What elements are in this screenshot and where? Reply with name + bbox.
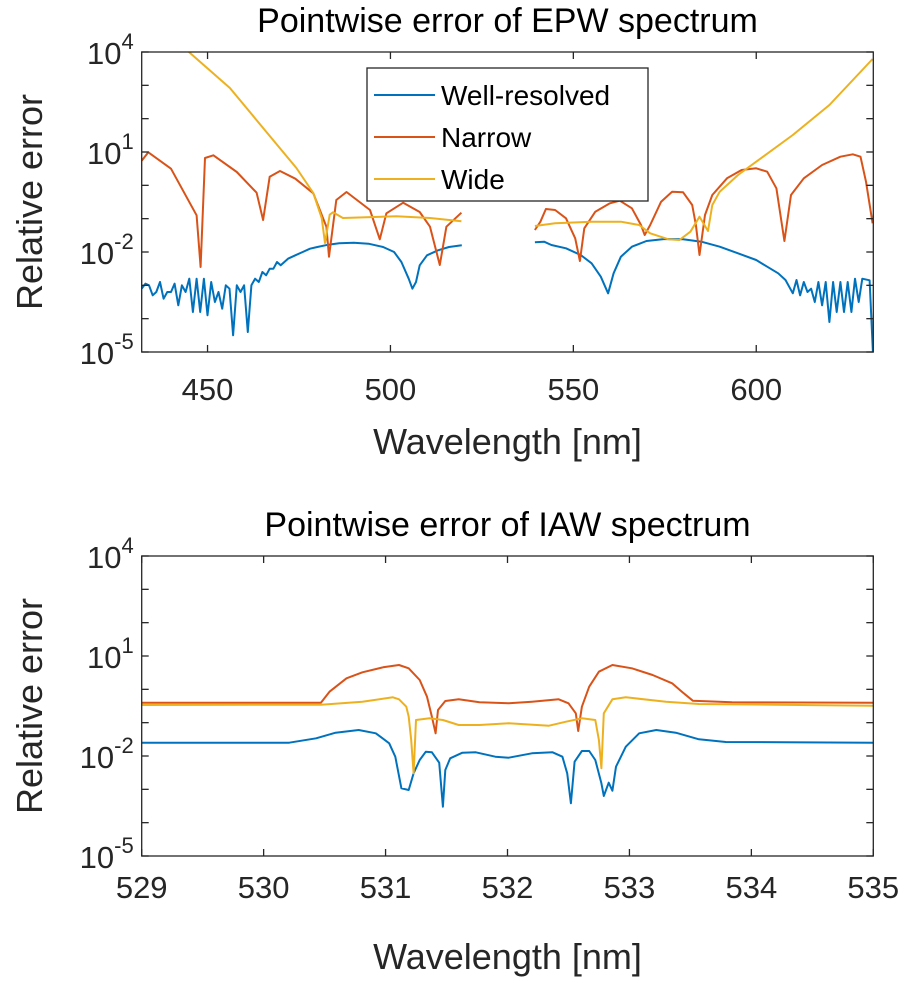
y-tick-label: 101 xyxy=(87,633,134,675)
y-tick-label: 104 xyxy=(87,533,134,575)
legend: Well-resolved Narrow Wide xyxy=(366,67,649,202)
x-tick-label: 533 xyxy=(604,870,656,905)
y-tick-label: 10-2 xyxy=(80,733,134,775)
x-tick-label: 535 xyxy=(847,870,899,905)
y-tick-label: 101 xyxy=(87,129,134,171)
y-tick-label: 10-5 xyxy=(80,329,134,371)
x-tick-label: 550 xyxy=(547,372,599,407)
legend-entry: Narrow xyxy=(441,122,532,153)
chart-1: 104 101 10-2 10-5 450 500 550 600 Pointwise erro… xyxy=(9,2,874,462)
series-line-well-resolved xyxy=(141,241,462,337)
y-axis-label: Relative error xyxy=(9,94,50,310)
axes-box xyxy=(141,555,874,857)
x-tick-label: 450 xyxy=(182,372,234,407)
y-tick-label: 10-2 xyxy=(80,229,134,271)
x-axis-label: Wavelength [nm] xyxy=(373,421,642,462)
series-line-well-resolved xyxy=(534,238,874,352)
y-tick-label: 10-5 xyxy=(80,833,134,875)
x-tick-label: 529 xyxy=(116,870,168,905)
series-line-narrow xyxy=(534,153,874,262)
legend-entry: Wide xyxy=(441,164,505,195)
y-axis-label: Relative error xyxy=(9,598,50,814)
series-line-narrow xyxy=(141,664,874,735)
legend-entry: Well-resolved xyxy=(441,80,610,111)
x-tick-label: 534 xyxy=(725,870,777,905)
y-tick-label: 104 xyxy=(87,29,134,71)
x-tick-label: 500 xyxy=(365,372,417,407)
x-tick-label: 531 xyxy=(360,870,412,905)
x-axis-label: Wavelength [nm] xyxy=(373,936,642,977)
axes-box xyxy=(141,51,874,353)
x-tick-label: 530 xyxy=(238,870,290,905)
series-line-wide xyxy=(141,696,874,775)
chart-title: Pointwise error of EPW spectrum xyxy=(257,2,758,40)
series-line-wide xyxy=(534,58,874,241)
series-line-wide xyxy=(188,52,462,244)
series-line-well-resolved xyxy=(141,729,874,808)
x-tick-label: 532 xyxy=(482,870,534,905)
x-tick-label: 600 xyxy=(730,372,782,407)
chart-title: Pointwise error of IAW spectrum xyxy=(264,506,750,544)
